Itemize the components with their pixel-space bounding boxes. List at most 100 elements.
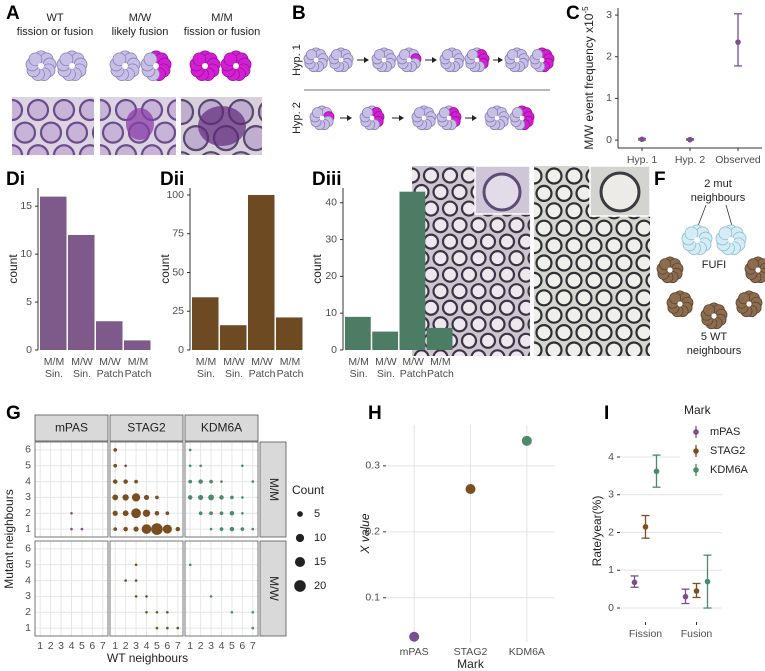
crypt-section bbox=[565, 202, 583, 220]
x-tick-label: 7 bbox=[175, 640, 181, 652]
dot bbox=[122, 510, 129, 517]
crypt-section bbox=[605, 271, 623, 289]
crypt-lobe bbox=[361, 107, 374, 119]
y-tick-label: 2 bbox=[25, 606, 31, 618]
crypt-section bbox=[527, 318, 530, 331]
panel-label: I bbox=[604, 403, 609, 424]
label-line: Patch bbox=[249, 368, 276, 380]
y-tick-label: 3 bbox=[25, 491, 31, 503]
crypt bbox=[140, 50, 172, 82]
dot bbox=[143, 494, 150, 501]
crypt-lumen bbox=[711, 313, 717, 319]
crypt-section bbox=[422, 167, 440, 184]
crypt-section bbox=[65, 121, 89, 144]
crypt bbox=[464, 47, 490, 73]
bar bbox=[345, 316, 371, 350]
dot bbox=[230, 610, 234, 614]
crypt-section bbox=[460, 200, 478, 217]
crypt-section bbox=[451, 250, 468, 267]
label-line: M/M bbox=[44, 356, 64, 368]
x-tick-label: M/W Sin. bbox=[71, 356, 93, 380]
crypt-section bbox=[595, 219, 613, 237]
crypt-section bbox=[100, 144, 112, 155]
panel-label: Diii bbox=[312, 169, 342, 190]
dot bbox=[80, 527, 84, 531]
panel-label: H bbox=[368, 403, 382, 424]
crypt-lobe bbox=[223, 52, 238, 67]
dot bbox=[134, 563, 138, 567]
crypt-section bbox=[451, 283, 468, 300]
y-axis-label: Rate/year(%) bbox=[590, 496, 604, 567]
dot bbox=[251, 527, 255, 531]
dot bbox=[188, 479, 193, 484]
crypt-section bbox=[625, 341, 643, 356]
strip-label: mPAS bbox=[55, 421, 88, 435]
y-axis-label-exponent: -5 bbox=[581, 6, 590, 14]
arrow-head bbox=[347, 115, 352, 121]
crypt-section bbox=[527, 252, 530, 265]
dot bbox=[154, 510, 160, 516]
micrograph bbox=[12, 97, 94, 155]
crypt-section bbox=[555, 254, 573, 272]
crypt-section bbox=[534, 167, 543, 185]
bar bbox=[96, 321, 123, 350]
crypt-section bbox=[451, 349, 468, 356]
crypt-section bbox=[422, 266, 440, 283]
x-tick-label: Observed bbox=[715, 154, 761, 166]
crypt-section bbox=[635, 254, 650, 272]
crypt bbox=[309, 105, 335, 131]
crypt-section bbox=[432, 349, 449, 356]
label-line: Sin. bbox=[377, 368, 395, 380]
crypt-section bbox=[517, 332, 530, 349]
crypt-lobe bbox=[718, 226, 733, 241]
crypt-lumen bbox=[233, 63, 239, 69]
bar bbox=[68, 234, 95, 350]
crypt-section bbox=[534, 237, 543, 255]
crypt-section bbox=[535, 219, 553, 237]
crypt-lumen bbox=[153, 63, 159, 69]
crypt-lobe bbox=[466, 49, 479, 61]
crypt bbox=[109, 50, 141, 82]
dot bbox=[142, 509, 151, 517]
label-line: Sin. bbox=[350, 368, 368, 380]
x-tick-label: 3 bbox=[208, 640, 214, 652]
dot bbox=[122, 494, 129, 501]
bar bbox=[426, 327, 453, 350]
crypt-lobe bbox=[330, 49, 343, 61]
crypt bbox=[735, 290, 763, 318]
bar bbox=[192, 297, 219, 350]
crypt bbox=[436, 105, 462, 131]
dot bbox=[198, 494, 204, 501]
crypt-lobe bbox=[738, 292, 751, 305]
point bbox=[521, 435, 532, 446]
arrow-head bbox=[364, 57, 369, 63]
y-tick-label: 5 bbox=[25, 559, 31, 571]
dot bbox=[165, 511, 170, 516]
crypt-section bbox=[635, 219, 650, 237]
row-label: Hyp. 2 bbox=[291, 102, 303, 134]
crypt bbox=[371, 47, 397, 73]
crypt bbox=[656, 256, 684, 284]
legend-label: STAG2 bbox=[710, 445, 745, 457]
y-tick-label: 4 bbox=[25, 574, 31, 586]
y-tick-label: 6 bbox=[25, 543, 31, 555]
crypt-lumen bbox=[446, 115, 452, 121]
y-tick-label: 2 bbox=[608, 526, 614, 538]
dot bbox=[199, 464, 202, 468]
inset-crypt bbox=[482, 172, 522, 212]
crypt-lobe bbox=[747, 258, 760, 271]
crypt-section bbox=[535, 184, 553, 202]
y-tick-label: 25 bbox=[172, 305, 184, 317]
crypt-lumen bbox=[677, 301, 683, 307]
crypt-lumen bbox=[755, 267, 761, 273]
dot bbox=[124, 464, 127, 468]
crypt-section bbox=[422, 200, 440, 217]
y-axis-label: count bbox=[158, 254, 172, 284]
crypt-lumen bbox=[69, 63, 75, 69]
legend-label: 10 bbox=[314, 532, 326, 544]
crypt bbox=[529, 47, 555, 73]
y-tick-label: 0 bbox=[606, 134, 612, 146]
facet-border bbox=[109, 441, 184, 538]
crypt-section bbox=[101, 121, 125, 144]
caption: likely fusion bbox=[112, 26, 169, 38]
